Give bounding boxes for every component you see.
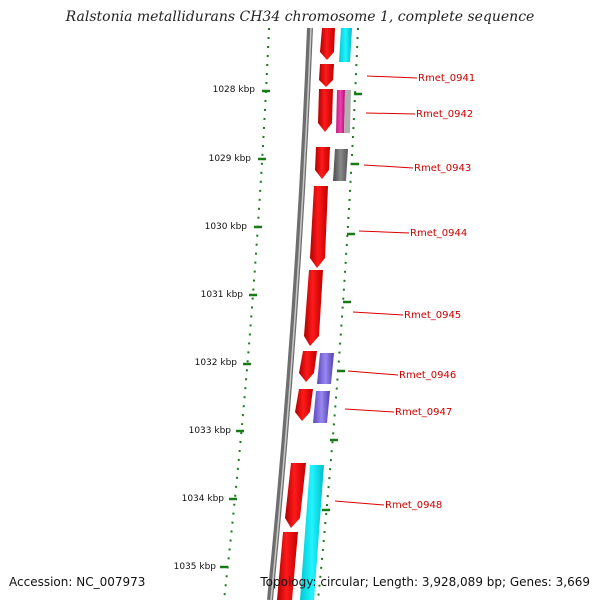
cds-arrow-rmet-0946 <box>299 351 317 382</box>
scale-label-1030: 1030 kbp <box>205 222 248 232</box>
gene-label-rmet-0944[interactable]: Rmet_0944 <box>410 228 467 239</box>
cds-arrow-rmet-0943 <box>315 147 330 179</box>
gene-label-rmet-0941[interactable]: Rmet_0941 <box>418 73 475 84</box>
grey-feature <box>333 149 348 181</box>
gene-label-rmet-0945[interactable]: Rmet_0945 <box>404 310 461 321</box>
gene-label-rmet-0946[interactable]: Rmet_0946 <box>399 370 456 381</box>
scale-label-1031: 1031 kbp <box>201 290 244 300</box>
cds-arrow-rmet-0941 <box>319 64 334 87</box>
cds-track <box>277 28 335 600</box>
cds-arrow <box>277 532 298 600</box>
scale-label-1033: 1033 kbp <box>189 426 232 436</box>
scale-dotted-track <box>223 27 270 600</box>
gene-label-rmet-0947[interactable]: Rmet_0947 <box>395 407 452 418</box>
map-title: Ralstonia metallidurans CH34 chromosome … <box>65 9 535 25</box>
gene-marker-ticks <box>322 92 362 512</box>
genome-backbone <box>267 27 313 600</box>
feature-track-other <box>300 28 352 600</box>
purple-feature-2 <box>313 391 330 423</box>
magenta-feature <box>336 90 345 133</box>
gene-label-rmet-0943[interactable]: Rmet_0943 <box>414 163 471 174</box>
scale-label-1028: 1028 kbp <box>213 85 256 95</box>
cds-arrow-rmet-0944 <box>310 186 328 268</box>
cds-arrow-rmet-0948 <box>285 463 306 528</box>
cds-arrow-rmet-0945 <box>304 270 323 346</box>
purple-feature-1 <box>317 353 334 384</box>
cds-arrow-rmet-0947 <box>295 389 313 421</box>
cyan-feature-bottom <box>300 465 324 600</box>
scale-ticks <box>220 89 270 569</box>
scale-label-1035: 1035 kbp <box>174 562 217 572</box>
outer-dotted-track <box>317 27 359 600</box>
topology-text: Topology: circular; Length: 3,928,089 bp… <box>260 575 590 589</box>
accession-text: Accession: NC_007973 <box>9 575 146 589</box>
gene-label-rmet-0948[interactable]: Rmet_0948 <box>385 500 442 511</box>
cyan-feature-top <box>339 28 352 62</box>
scale-label-1032: 1032 kbp <box>195 358 238 368</box>
gene-label-rmet-0942[interactable]: Rmet_0942 <box>416 109 473 120</box>
scale-label-1034: 1034 kbp <box>182 494 225 504</box>
scale-label-1029: 1029 kbp <box>209 154 252 164</box>
cds-arrow <box>320 28 335 60</box>
genome-backbone-highlight <box>270 27 312 600</box>
label-connectors <box>334 75 418 506</box>
grey-feature-small <box>344 90 351 133</box>
cds-arrow-rmet-0942 <box>318 89 333 132</box>
